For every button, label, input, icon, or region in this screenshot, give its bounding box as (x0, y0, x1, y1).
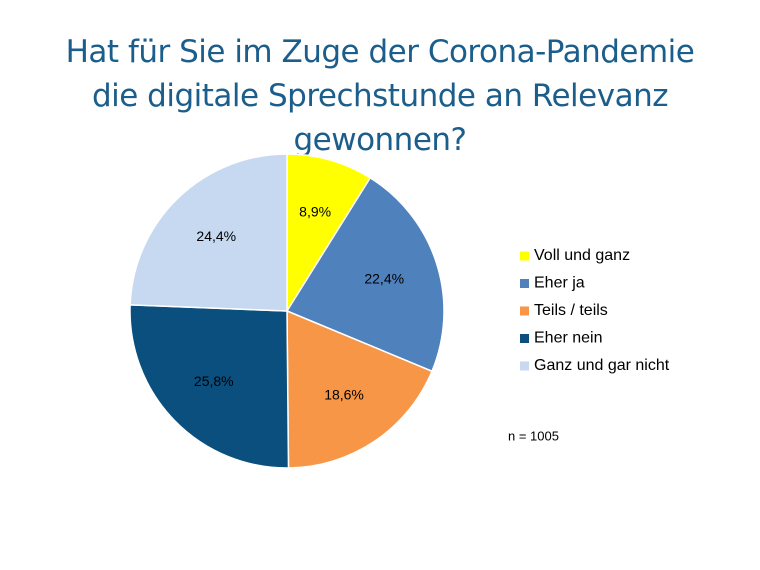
legend-swatch (520, 361, 529, 371)
legend-swatch (520, 306, 529, 316)
pie-slice (129, 304, 290, 469)
legend-label: Ganz und gar nicht (534, 357, 670, 374)
data-label: 22,4% (364, 271, 404, 287)
data-label: 25,8% (194, 373, 234, 389)
pie-slice (286, 309, 433, 469)
legend-label: Eher nein (534, 330, 603, 347)
pie-slice (285, 176, 445, 373)
pie-slice (286, 153, 372, 314)
pie-slice (129, 153, 288, 312)
legend-label: Voll und ganz (534, 247, 630, 264)
annotation: n = 1005 (508, 428, 559, 443)
data-label: 24,4% (196, 228, 236, 244)
data-label: 18,6% (324, 386, 364, 402)
chart-title: Hat für Sie im Zuge der Corona-Pandemie … (65, 34, 695, 158)
legend-label: Teils / teils (534, 302, 608, 319)
legend-swatch (520, 251, 529, 261)
legend-swatch (520, 334, 529, 343)
data-label: 8,9% (299, 204, 331, 220)
legend-swatch (520, 279, 529, 288)
legend-label: Eher ja (534, 275, 585, 292)
